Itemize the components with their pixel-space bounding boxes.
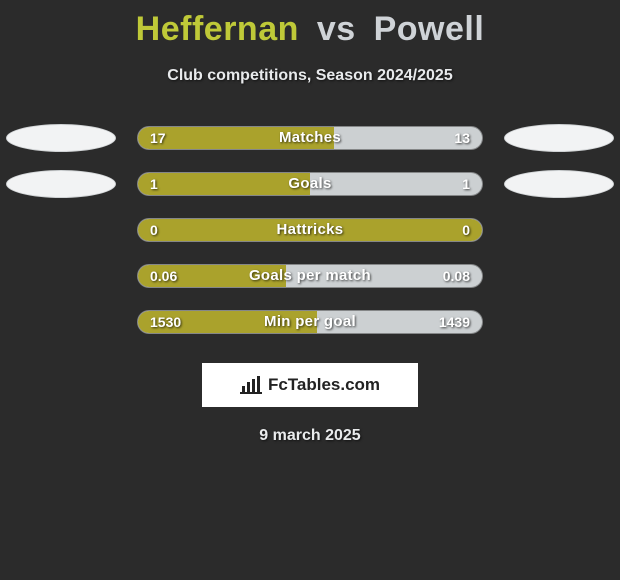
stat-right-value: 1 xyxy=(462,173,470,195)
brand-badge[interactable]: FcTables.com xyxy=(202,363,418,407)
bar-chart-icon xyxy=(240,376,262,394)
stat-row: 0Hattricks0 xyxy=(0,207,620,253)
stat-right-value: 0 xyxy=(462,219,470,241)
stat-label: Goals per match xyxy=(138,265,482,287)
stat-row: 0.06Goals per match0.08 xyxy=(0,253,620,299)
comparison-title: Heffernan vs Powell xyxy=(0,0,620,49)
stat-row: 17Matches13 xyxy=(0,115,620,161)
stat-label: Goals xyxy=(138,173,482,195)
player1-name: Heffernan xyxy=(136,10,299,48)
player2-avatar-oval xyxy=(504,124,614,152)
stats-rows: 17Matches13 1Goals1 0Hattricks0 0.06Goals p… xyxy=(0,115,620,345)
stat-row: 1530Min per goal1439 xyxy=(0,299,620,345)
stat-right-value: 1439 xyxy=(439,311,470,333)
stat-bar: 0.06Goals per match0.08 xyxy=(137,264,483,288)
player2-avatar-oval xyxy=(504,170,614,198)
brand-suffix: Tables.com xyxy=(288,375,380,394)
stat-bar: 1Goals1 xyxy=(137,172,483,196)
player1-avatar-oval xyxy=(6,170,116,198)
stat-label: Matches xyxy=(138,127,482,149)
brand-prefix: Fc xyxy=(268,375,288,394)
stat-right-value: 0.08 xyxy=(443,265,470,287)
vs-text: vs xyxy=(309,10,364,48)
stat-right-value: 13 xyxy=(454,127,470,149)
stat-bar: 17Matches13 xyxy=(137,126,483,150)
date-text: 9 march 2025 xyxy=(0,427,620,445)
stat-row: 1Goals1 xyxy=(0,161,620,207)
stat-label: Hattricks xyxy=(138,219,482,241)
stat-bar: 1530Min per goal1439 xyxy=(137,310,483,334)
subtitle: Club competitions, Season 2024/2025 xyxy=(0,67,620,85)
stat-bar: 0Hattricks0 xyxy=(137,218,483,242)
stat-label: Min per goal xyxy=(138,311,482,333)
player1-avatar-oval xyxy=(6,124,116,152)
brand-text: FcTables.com xyxy=(268,375,380,395)
player2-name: Powell xyxy=(374,10,485,48)
